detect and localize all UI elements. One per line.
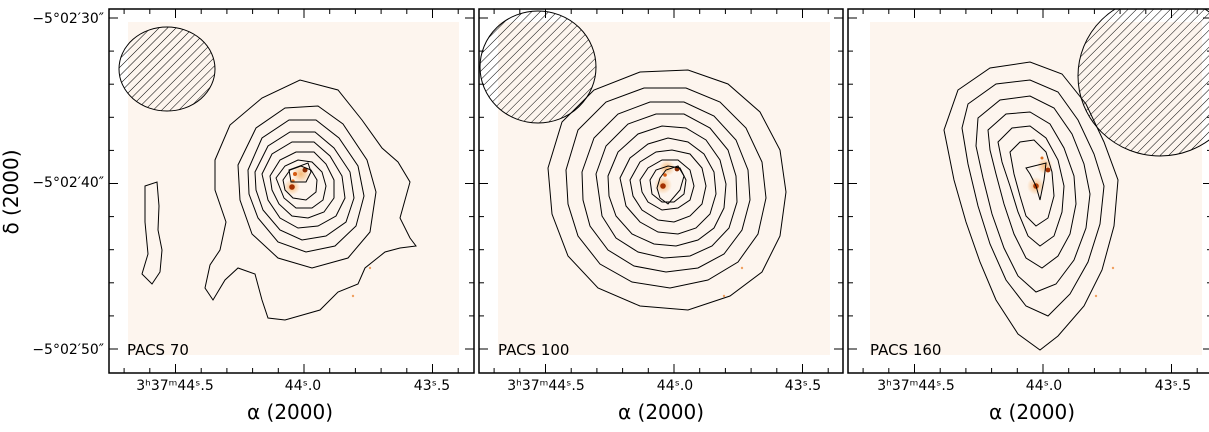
panel-pacs-160: PACS 160 3ʰ37ᵐ44ˢ.5 44ˢ.0 43ˢ.5 α (2000): [847, 8, 1209, 424]
faint-source: [351, 294, 355, 298]
beam-ellipse: [479, 10, 597, 124]
faint-source: [740, 266, 744, 270]
panel-label: PACS 100: [498, 341, 569, 359]
source-glow: [659, 160, 675, 176]
source-core: [302, 167, 308, 173]
source-core: [1040, 156, 1044, 160]
tick-marks: [109, 9, 1209, 373]
x-tick-label: 3ʰ37ᵐ44ˢ.5: [507, 378, 585, 394]
source-core: [293, 172, 297, 176]
beam-ellipse: [118, 26, 216, 112]
faint-source: [1111, 266, 1115, 270]
x-tick-label: 3ʰ37ᵐ44ˢ.5: [877, 378, 955, 394]
source-core: [289, 184, 295, 190]
panel-frame: [108, 8, 475, 374]
beam-ellipse: [1077, 9, 1209, 157]
panel-frame: [478, 8, 844, 374]
x-axis-label: α (2000): [989, 400, 1075, 424]
x-tick-label: 44ˢ.0: [285, 378, 321, 394]
x-tick-label: 44ˢ.0: [1026, 378, 1062, 394]
faint-source: [368, 266, 372, 270]
x-axis-label: α (2000): [247, 400, 333, 424]
x-tick-label: 3ʰ37ᵐ44ˢ.5: [136, 378, 214, 394]
y-tick-label: −5°02′50″: [32, 342, 104, 358]
x-tick-label: 43ˢ.5: [1155, 378, 1191, 394]
x-axis-label: α (2000): [618, 400, 704, 424]
source-core: [660, 183, 666, 189]
x-tick-label: 43ˢ.5: [785, 378, 821, 394]
y-tick-label: −5°02′40″: [32, 175, 104, 191]
panel-pacs-100: PACS 100 3ʰ37ᵐ44ˢ.5 44ˢ.0 43ˢ.5 α (2000): [478, 8, 844, 424]
contour-set: [547, 69, 787, 311]
source-core: [1045, 167, 1051, 173]
source-core: [663, 173, 667, 177]
panel-label: PACS 160: [870, 341, 941, 359]
panel-frame: [847, 8, 1209, 374]
x-tick-label: 43ˢ.5: [414, 378, 450, 394]
y-tick-label: −5°02′30″: [32, 11, 104, 27]
contour-set: [943, 61, 1119, 351]
faint-source: [1094, 294, 1098, 298]
faint-source: [722, 294, 726, 298]
y-axis-label: δ (2000): [0, 149, 23, 234]
panel-pacs-70: PACS 70 3ʰ37ᵐ44ˢ.5 44ˢ.0 43ˢ.5 α (2000): [108, 8, 475, 424]
panel-label: PACS 70: [127, 341, 189, 359]
x-tick-label: 44ˢ.0: [657, 378, 693, 394]
contour-set: [141, 79, 417, 321]
